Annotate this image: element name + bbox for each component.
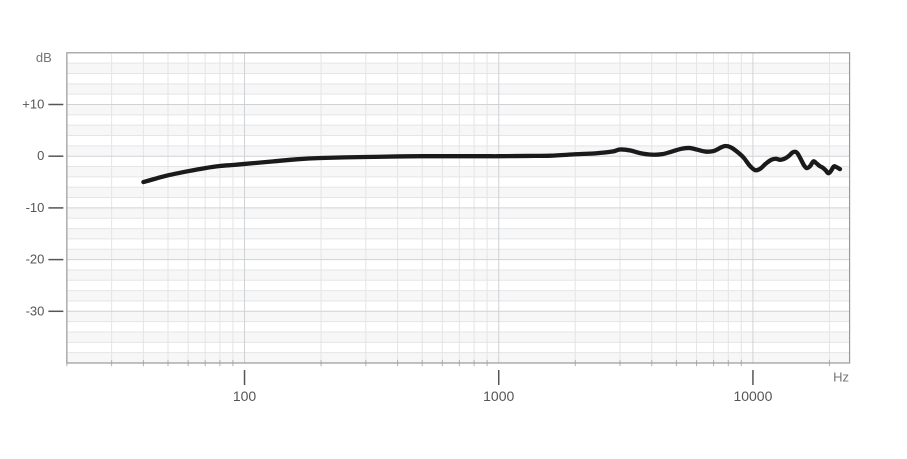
svg-text:+10: +10 bbox=[22, 97, 44, 112]
svg-text:-30: -30 bbox=[26, 303, 45, 318]
svg-text:Hz: Hz bbox=[833, 370, 849, 385]
svg-text:-10: -10 bbox=[26, 200, 45, 215]
svg-text:100: 100 bbox=[233, 388, 257, 404]
svg-text:dB: dB bbox=[36, 50, 52, 65]
svg-text:-20: -20 bbox=[26, 252, 45, 267]
svg-text:10000: 10000 bbox=[733, 388, 772, 404]
svg-text:1000: 1000 bbox=[483, 388, 514, 404]
svg-text:0: 0 bbox=[37, 148, 44, 163]
